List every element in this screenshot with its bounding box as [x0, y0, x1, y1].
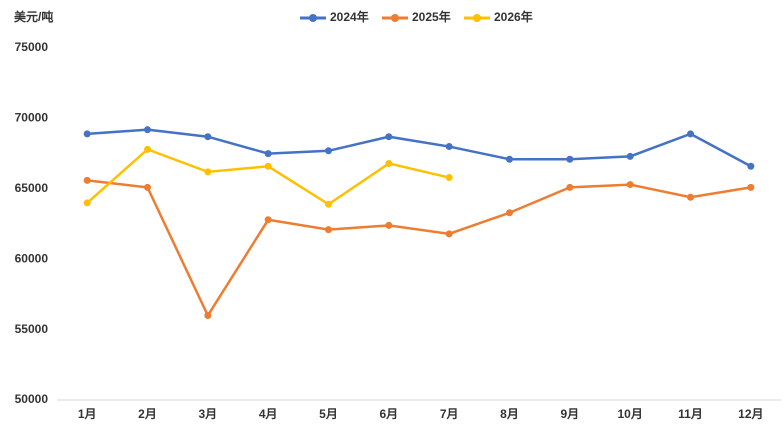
data-point: [506, 209, 513, 217]
x-tick-label: 7月: [440, 407, 459, 421]
legend-marker: [309, 14, 317, 22]
data-point: [626, 152, 634, 160]
data-point: [566, 183, 574, 191]
y-tick-label: 55000: [15, 322, 49, 336]
data-point: [325, 200, 332, 208]
x-tick-label: 11月: [678, 407, 703, 421]
data-point: [83, 176, 91, 184]
data-point: [385, 221, 393, 229]
data-point: [144, 183, 151, 191]
x-tick-label: 2月: [138, 407, 157, 421]
x-tick-label: 3月: [198, 407, 217, 421]
y-tick-label: 60000: [15, 251, 49, 265]
y-axis-label: 美元/吨: [14, 9, 53, 24]
x-tick-label: 1月: [78, 407, 97, 421]
data-point: [264, 162, 272, 170]
data-point: [445, 143, 453, 151]
x-tick-label: 10月: [617, 407, 642, 421]
data-point: [204, 312, 212, 320]
x-tick-label: 9月: [560, 407, 579, 421]
data-point: [445, 230, 453, 238]
data-point: [264, 216, 272, 224]
data-point: [83, 130, 91, 138]
legend-label: 2024年: [330, 9, 369, 24]
data-point: [204, 168, 212, 176]
data-point: [204, 133, 212, 141]
data-point: [747, 183, 755, 191]
data-point: [626, 181, 634, 189]
legend-label: 2025年: [412, 9, 451, 24]
data-point: [445, 174, 453, 182]
x-tick-label: 12月: [738, 407, 763, 421]
y-tick-label: 50000: [15, 392, 49, 406]
data-point: [566, 155, 574, 163]
x-tick-label: 8月: [500, 407, 519, 421]
x-tick-label: 6月: [379, 407, 398, 421]
x-tick-label: 5月: [319, 407, 338, 421]
series-line: [86, 147, 450, 206]
legend-marker: [473, 14, 481, 22]
data-point: [83, 199, 91, 207]
data-point: [506, 155, 513, 163]
legend-label: 2026年: [494, 9, 533, 24]
series-line: [87, 128, 752, 168]
data-point: [385, 133, 393, 141]
series-line: [87, 179, 752, 319]
data-point: [747, 162, 755, 170]
y-tick-label: 75000: [15, 40, 49, 54]
data-point: [325, 226, 332, 234]
y-tick-label: 70000: [15, 111, 49, 125]
data-point: [687, 130, 694, 138]
data-point: [264, 150, 272, 158]
data-point: [687, 193, 694, 201]
x-tick-label: 4月: [259, 407, 278, 421]
legend-marker: [391, 14, 399, 22]
data-point: [385, 159, 393, 167]
data-point: [144, 145, 151, 153]
y-tick-label: 65000: [15, 181, 49, 195]
data-point: [325, 147, 332, 155]
data-point: [144, 126, 151, 134]
